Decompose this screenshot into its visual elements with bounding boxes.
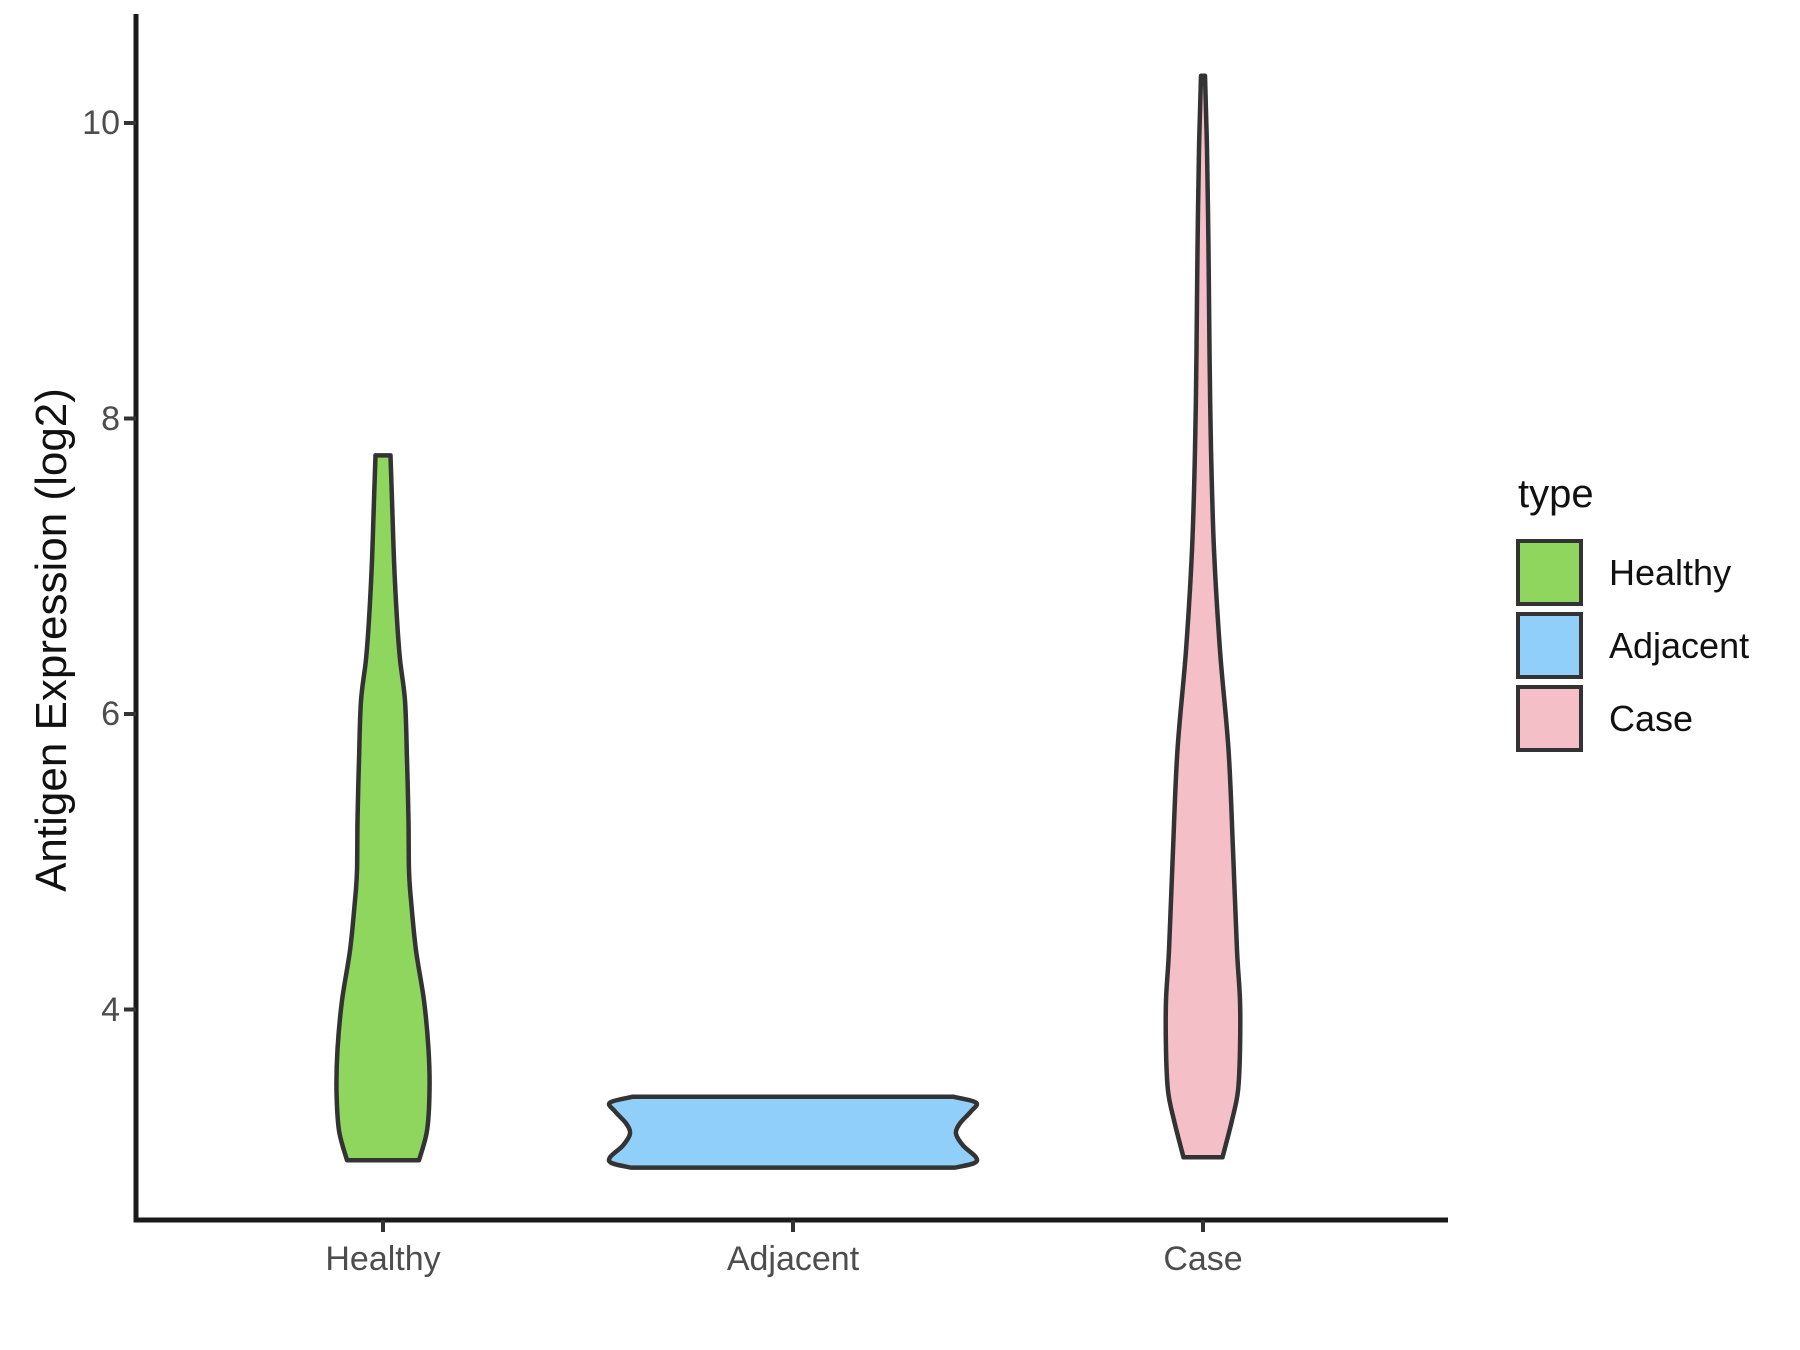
violin-case	[1163, 73, 1243, 1160]
y-tick-label: 8	[101, 399, 120, 438]
legend-label: Case	[1609, 697, 1694, 739]
y-tick-label: 4	[101, 990, 120, 1029]
y-axis-title: Antigen Expression (log2)	[27, 388, 76, 892]
violin-adjacent	[606, 1094, 980, 1170]
y-tick-label: 6	[101, 695, 120, 733]
legend-title: type	[1518, 472, 1594, 516]
legend-swatch-case	[1516, 685, 1583, 752]
legend-item-healthy: Healthy	[1516, 539, 1749, 606]
legend-item-adjacent: Adjacent	[1516, 612, 1749, 679]
x-tick-label-case: Case	[1163, 1240, 1243, 1278]
legend: type Healthy Adjacent Case	[1516, 472, 1749, 758]
violin-healthy	[334, 453, 432, 1163]
legend-item-case: Case	[1516, 685, 1749, 752]
legend-swatch-healthy	[1516, 539, 1583, 606]
x-tick-label-adjacent: Adjacent	[726, 1240, 860, 1278]
legend-items: Healthy Adjacent Case	[1516, 539, 1749, 752]
y-tick-label: 10	[82, 104, 120, 142]
legend-swatch-adjacent	[1516, 612, 1583, 679]
x-tick-label-healthy: Healthy	[325, 1240, 441, 1278]
legend-label: Healthy	[1609, 551, 1732, 593]
legend-label: Adjacent	[1609, 624, 1750, 666]
